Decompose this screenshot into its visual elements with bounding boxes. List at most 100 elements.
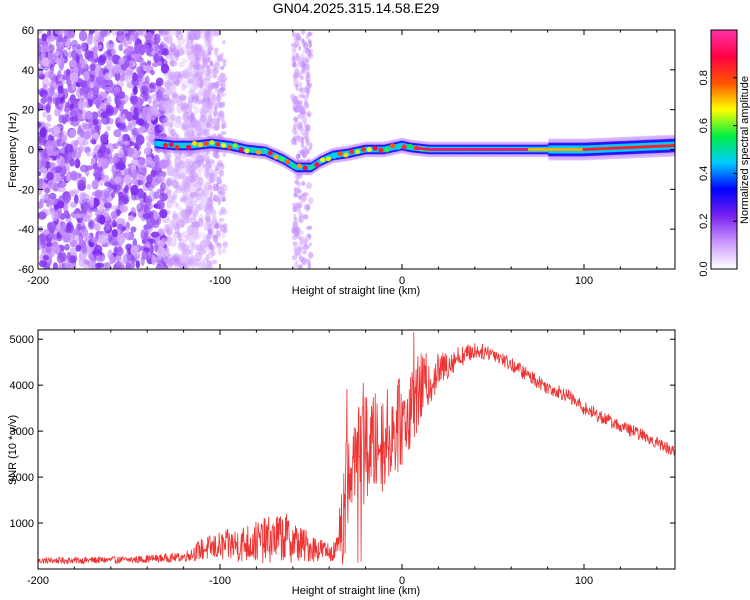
spectrogram-cell — [103, 202, 112, 209]
spectrogram-cell — [143, 231, 149, 243]
spectrogram-cell — [188, 233, 197, 245]
spectrogram-cell — [298, 247, 302, 253]
spectrogram-cell — [38, 30, 43, 35]
spectrogram-cell — [188, 193, 193, 203]
spectrogram-cell — [182, 110, 187, 118]
spectrogram-cell — [59, 147, 69, 157]
spectrogram-cell — [91, 179, 99, 190]
spectrogram-cell — [206, 211, 212, 219]
spectrogram-cell — [295, 201, 301, 210]
spectrogram-cell — [296, 206, 301, 214]
spectrogram-cell — [197, 217, 204, 228]
spectrogram-cell — [147, 128, 155, 135]
colorbar-ticks: 0.0 0.2 0.4 0.6 0.8 — [698, 70, 737, 277]
spectrogram-cell — [124, 168, 132, 175]
spectrogram-cell — [204, 74, 211, 82]
y-tick-label: 3000 — [10, 426, 34, 438]
ridge-peak — [273, 154, 279, 160]
spectrogram-cell — [162, 257, 171, 263]
spectrogram-cell — [164, 30, 170, 36]
spectrogram-cell — [41, 44, 50, 53]
spectrogram-cell — [39, 167, 48, 174]
spectrogram-cell — [197, 128, 204, 138]
spectrogram-cell — [174, 119, 182, 129]
spectrogram-cell — [53, 125, 61, 135]
spectrogram-cell — [189, 191, 198, 198]
spectrogram-cell — [181, 79, 190, 89]
spectrogram-cell — [220, 119, 227, 125]
spectrogram-cell — [216, 186, 223, 195]
spectrogram-cell — [78, 30, 88, 42]
spectrogram-cell — [165, 189, 172, 195]
spectrogram-cell — [300, 141, 305, 149]
spectrogram-cell — [144, 31, 154, 41]
spectrogram-cell — [305, 233, 311, 242]
ridge-peak — [320, 157, 326, 163]
spectrogram-cell — [186, 50, 195, 60]
spectrogram-cell — [189, 88, 196, 97]
spectrogram-cell — [220, 206, 226, 213]
spectrogram-cell — [171, 91, 178, 98]
spectrogram-cell — [308, 83, 312, 88]
spectrogram-cell — [175, 258, 182, 265]
spectrogram-cell — [84, 165, 94, 171]
spectrogram-cell — [193, 227, 200, 237]
spectrogram-cell — [206, 37, 211, 42]
spectrogram-cell — [197, 263, 204, 269]
spectrogram-cell — [69, 247, 78, 257]
spectrogram-cell — [180, 208, 190, 220]
spectrogram-cell — [171, 213, 179, 220]
spectrogram-cell — [222, 92, 227, 97]
spectrogram-cell — [165, 113, 171, 123]
spectrogram-cell — [291, 95, 297, 104]
spectrogram-cell — [98, 205, 105, 213]
spectrogram-cell — [150, 169, 157, 177]
spectrogram-cell — [215, 176, 219, 182]
spectrogram-cell — [179, 196, 187, 203]
spectrogram-cell — [209, 176, 216, 184]
spectrogram-cell — [69, 72, 79, 83]
spectrogram-cell — [176, 212, 183, 223]
spectrogram-cell — [113, 176, 122, 184]
spectrogram-cell — [216, 111, 223, 117]
colorbar-frame — [710, 29, 738, 270]
y-tick-label: 60 — [22, 25, 34, 37]
spectrogram-cell — [299, 106, 304, 115]
ridge-peak — [372, 145, 378, 151]
spectrogram-cell — [57, 186, 66, 193]
spectrogram-cell — [38, 201, 44, 209]
spectrogram-cell — [69, 93, 77, 104]
spectrogram-cell — [298, 45, 302, 51]
spectrogram-cell — [111, 228, 118, 238]
spectrogram-cell — [194, 181, 203, 188]
spectrogram-cell — [183, 131, 190, 139]
spectrogram-cell — [132, 72, 138, 83]
spectrogram-cell — [135, 134, 145, 146]
spectrogram-cell — [208, 198, 214, 206]
ridge-peak — [378, 147, 384, 153]
spectrogram-cell — [213, 105, 218, 111]
ridge-peak — [226, 144, 233, 150]
spectrogram-cell — [172, 190, 178, 200]
spectrogram-x-ticks: -200 -100 0 100 — [27, 30, 658, 287]
spectrogram-cell — [216, 242, 221, 247]
spectrogram-cell — [305, 124, 311, 132]
spectrogram-cell — [176, 218, 185, 229]
spectrogram-cell — [213, 81, 218, 90]
spectrogram-cell — [294, 174, 298, 179]
spectrogram-cell — [166, 69, 174, 78]
spectrogram-cell — [69, 116, 79, 123]
spectrogram-cell — [73, 213, 83, 219]
ridge-peak — [197, 142, 203, 148]
spectrogram-cell — [290, 137, 297, 145]
spectrogram-cell — [301, 57, 307, 63]
spectrogram-cell — [196, 244, 206, 252]
spectrogram-cell — [308, 142, 313, 151]
spectrogram-cell — [294, 249, 300, 257]
colorbar-tick-label: 0.4 — [698, 166, 710, 181]
spectrogram-cell — [305, 57, 309, 64]
spectrogram-cell — [179, 164, 188, 176]
spectrogram-cell — [187, 258, 193, 265]
spectrogram-cell — [143, 224, 148, 230]
spectrogram-cell — [46, 35, 56, 42]
